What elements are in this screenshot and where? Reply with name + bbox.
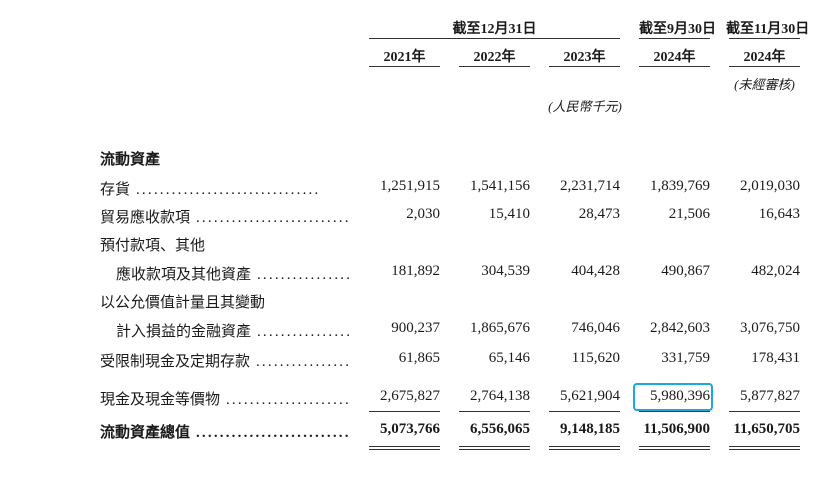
header-nov30: 截至11月30日 bbox=[726, 22, 810, 37]
cell-value: 11,506,900 bbox=[643, 421, 710, 437]
header-dec31: 截至12月31日 bbox=[452, 22, 537, 37]
cell-value: 178,431 bbox=[751, 350, 800, 366]
rule bbox=[729, 446, 800, 447]
rule bbox=[729, 411, 800, 412]
rule bbox=[729, 38, 800, 39]
rule bbox=[369, 449, 440, 450]
rule bbox=[549, 446, 620, 447]
cell-value: 1,541,156 bbox=[470, 178, 530, 194]
cell-value: 11,650,705 bbox=[733, 421, 800, 437]
cell-value: 2,019,030 bbox=[740, 178, 800, 194]
cell-value: 115,620 bbox=[571, 350, 620, 366]
cell-value: 2,764,138 bbox=[470, 388, 530, 404]
row-label: 存貨 ............................... bbox=[100, 182, 321, 198]
leader-dots: ............................... bbox=[195, 425, 350, 441]
rule bbox=[369, 38, 620, 39]
header-sep30: 截至9月30日 bbox=[639, 22, 716, 37]
unit-note: (人民幣千元) bbox=[548, 99, 622, 114]
rule bbox=[729, 66, 800, 67]
rule bbox=[369, 446, 440, 447]
cell-value: 61,865 bbox=[398, 350, 440, 366]
cell-value: 5,621,904 bbox=[560, 388, 620, 404]
year-header: 2021年 bbox=[383, 50, 426, 65]
rule bbox=[369, 411, 440, 412]
rule bbox=[639, 66, 710, 67]
cell-value: 490,867 bbox=[661, 263, 710, 279]
rule bbox=[639, 411, 710, 412]
cell-value: 6,556,065 bbox=[470, 421, 530, 437]
cell-value: 9,148,185 bbox=[560, 421, 620, 437]
leader-dots: ............................... bbox=[255, 354, 350, 370]
unaudited-note: (未經審核) bbox=[734, 77, 795, 92]
cell-value: 2,675,827 bbox=[380, 388, 440, 404]
cell-value: 16,643 bbox=[758, 206, 800, 222]
rule bbox=[459, 66, 530, 67]
cell-value: 304,539 bbox=[481, 263, 530, 279]
row-label: 預付款項、其他 bbox=[100, 238, 206, 254]
section-title: 流動資產 bbox=[100, 152, 161, 168]
cell-value: 1,865,676 bbox=[470, 320, 530, 336]
year-header: 2024年 bbox=[653, 50, 696, 65]
rule bbox=[459, 446, 530, 447]
row-label: 計入損益的金融資產 ..............................… bbox=[116, 320, 350, 341]
cell-value: 65,146 bbox=[488, 350, 530, 366]
rule bbox=[549, 449, 620, 450]
cell-value: 331,759 bbox=[661, 350, 710, 366]
leader-dots: ............................... bbox=[225, 392, 350, 408]
rule bbox=[369, 66, 440, 67]
cell-value: 3,076,750 bbox=[740, 320, 800, 336]
row-label: 應收款項及其他資產 ..............................… bbox=[116, 263, 350, 284]
row-label: 以公允價值計量且其變動 bbox=[100, 295, 266, 311]
rule bbox=[459, 449, 530, 450]
cell-value: 5,877,827 bbox=[740, 388, 800, 404]
cell-value: 1,251,915 bbox=[380, 178, 440, 194]
rule bbox=[459, 411, 530, 412]
rule bbox=[639, 38, 710, 39]
cell-value: 404,428 bbox=[571, 263, 620, 279]
year-header: 2023年 bbox=[563, 50, 606, 65]
cell-value: 5,073,766 bbox=[380, 421, 440, 437]
leader-dots: ............................... bbox=[256, 267, 350, 283]
row-label: 流動資產總值 ............................... bbox=[100, 421, 350, 442]
row-label: 現金及現金等價物 ............................... bbox=[100, 388, 350, 409]
cell-value: 482,024 bbox=[751, 263, 800, 279]
cell-value: 1,839,769 bbox=[650, 178, 710, 194]
row-label: 受限制現金及定期存款 .............................… bbox=[100, 350, 350, 371]
leader-dots: ............................... bbox=[195, 210, 350, 226]
rule bbox=[549, 411, 620, 412]
cell-value: 15,410 bbox=[488, 206, 530, 222]
highlight-box bbox=[633, 383, 713, 411]
cell-value: 21,506 bbox=[668, 206, 710, 222]
cell-value: 181,892 bbox=[391, 263, 440, 279]
cell-value: 746,046 bbox=[571, 320, 620, 336]
cell-value: 28,473 bbox=[578, 206, 620, 222]
leader-dots: ............................... bbox=[256, 324, 350, 340]
year-header: 2024年 bbox=[743, 50, 786, 65]
rule bbox=[639, 446, 710, 447]
rule bbox=[639, 449, 710, 450]
cell-value: 2,030 bbox=[406, 206, 440, 222]
rule bbox=[549, 66, 620, 67]
cell-value: 2,842,603 bbox=[650, 320, 710, 336]
year-header: 2022年 bbox=[473, 50, 516, 65]
cell-value: 2,231,714 bbox=[560, 178, 620, 194]
leader-dots: ............................... bbox=[130, 182, 321, 198]
rule bbox=[729, 449, 800, 450]
row-label: 貿易應收款項 ............................... bbox=[100, 206, 350, 227]
cell-value: 900,237 bbox=[391, 320, 440, 336]
cell-value: 5,980,396 bbox=[650, 388, 710, 404]
